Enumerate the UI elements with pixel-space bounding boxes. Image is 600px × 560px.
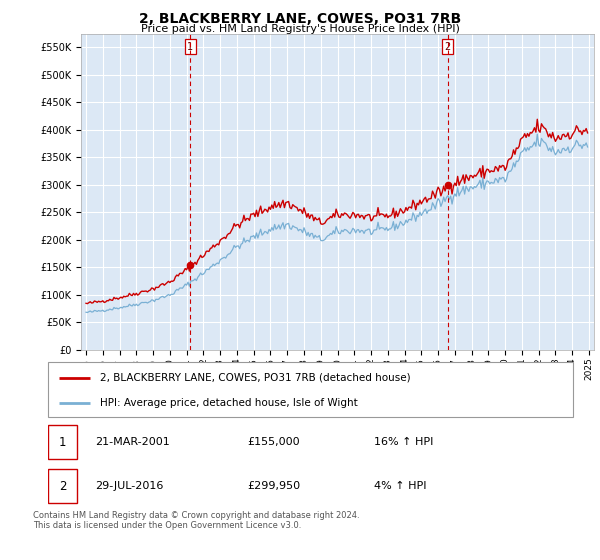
FancyBboxPatch shape [48,425,77,459]
Text: 2: 2 [445,41,451,52]
FancyBboxPatch shape [48,469,77,503]
Text: 29-JUL-2016: 29-JUL-2016 [95,482,164,491]
Text: 2, BLACKBERRY LANE, COWES, PO31 7RB (detached house): 2, BLACKBERRY LANE, COWES, PO31 7RB (det… [101,373,411,382]
Text: 21-MAR-2001: 21-MAR-2001 [95,437,170,447]
Text: Price paid vs. HM Land Registry's House Price Index (HPI): Price paid vs. HM Land Registry's House … [140,24,460,34]
Text: 2, BLACKBERRY LANE, COWES, PO31 7RB: 2, BLACKBERRY LANE, COWES, PO31 7RB [139,12,461,26]
Text: 1: 1 [59,436,66,449]
Text: HPI: Average price, detached house, Isle of Wight: HPI: Average price, detached house, Isle… [101,399,358,408]
Text: 1: 1 [187,41,193,52]
Text: 16% ↑ HPI: 16% ↑ HPI [373,437,433,447]
Text: Contains HM Land Registry data © Crown copyright and database right 2024.
This d: Contains HM Land Registry data © Crown c… [33,511,359,530]
Text: £155,000: £155,000 [248,437,300,447]
Text: £299,950: £299,950 [248,482,301,491]
Text: 4% ↑ HPI: 4% ↑ HPI [373,482,426,491]
Text: 2: 2 [59,480,66,493]
